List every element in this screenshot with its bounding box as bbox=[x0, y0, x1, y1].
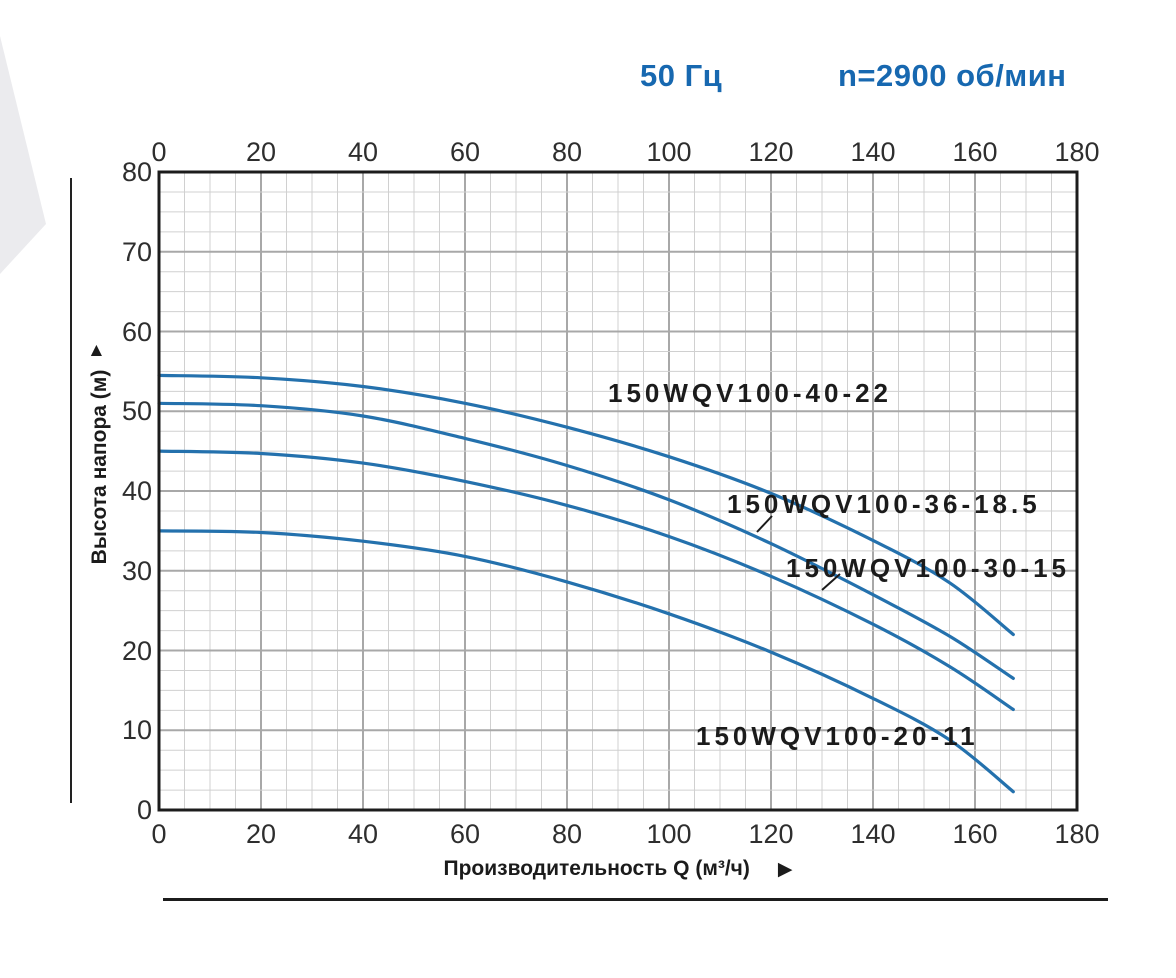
x-tick-bottom-120: 120 bbox=[748, 819, 794, 849]
x-tick-bottom-100: 100 bbox=[646, 819, 692, 849]
x-tick-top-20: 20 bbox=[245, 137, 277, 167]
y-tick-40: 40 bbox=[121, 476, 152, 506]
right-arrow-icon: ▶ bbox=[777, 858, 793, 880]
pump-curve-3 bbox=[157, 529, 1015, 794]
x-tick-bottom-160: 160 bbox=[952, 819, 998, 849]
y-tick-80: 80 bbox=[121, 157, 152, 187]
bottom-divider-line bbox=[163, 898, 1108, 901]
x-tick-bottom-20: 20 bbox=[245, 819, 277, 849]
frequency-label: 50 Гц bbox=[640, 58, 723, 93]
x-tick-top-160: 160 bbox=[952, 137, 998, 167]
x-tick-top-0: 0 bbox=[151, 137, 167, 167]
pump-curve-2 bbox=[157, 449, 1015, 712]
x-tick-top-140: 140 bbox=[850, 137, 896, 167]
x-tick-bottom-180: 180 bbox=[1054, 819, 1100, 849]
x-axis-title: Производительность Q (м³/ч) bbox=[443, 857, 750, 880]
x-tick-bottom-40: 40 bbox=[347, 819, 379, 849]
curve-label-36-18.5: 150WQV100-36-18.5 bbox=[727, 489, 1041, 519]
rotation-speed-label: n=2900 об/мин bbox=[838, 58, 1067, 93]
x-tick-bottom-60: 60 bbox=[449, 819, 481, 849]
x-tick-top-120: 120 bbox=[748, 137, 794, 167]
plot-border bbox=[157, 170, 1079, 812]
x-tick-top-180: 180 bbox=[1054, 137, 1100, 167]
curve-label-40-22: 150WQV100-40-22 bbox=[608, 378, 893, 408]
x-tick-top-40: 40 bbox=[347, 137, 379, 167]
x-tick-top-80: 80 bbox=[551, 137, 583, 167]
pump-curve-0 bbox=[157, 373, 1015, 637]
curve-label-30-15: 150WQV100-30-15 bbox=[786, 553, 1071, 583]
x-tick-top-60: 60 bbox=[449, 137, 481, 167]
y-tick-50: 50 bbox=[121, 396, 152, 427]
leader-line-36-18.5 bbox=[756, 515, 773, 533]
leader-line-30-15 bbox=[821, 573, 841, 591]
y-tick-60: 60 bbox=[121, 316, 152, 347]
x-tick-top-100: 100 bbox=[646, 137, 692, 167]
pump-curve-1 bbox=[157, 401, 1015, 680]
y-tick-20: 20 bbox=[121, 635, 152, 666]
y-tick-70: 70 bbox=[121, 236, 152, 267]
y-tick-10: 10 bbox=[121, 715, 152, 746]
x-tick-bottom-0: 0 bbox=[151, 819, 167, 849]
x-tick-bottom-80: 80 bbox=[551, 819, 583, 849]
curve-label-20-11: 150WQV100-20-11 bbox=[696, 721, 979, 751]
up-arrow-icon: ▲ bbox=[87, 340, 106, 361]
chart-header: 50 Гц n=2900 об/мин bbox=[0, 58, 1176, 94]
x-axis-title-row: Производительность Q (м³/ч) ▶ bbox=[159, 857, 1077, 881]
y-tick-30: 30 bbox=[121, 555, 152, 586]
x-tick-bottom-140: 140 bbox=[850, 819, 896, 849]
y-tick-0: 0 bbox=[136, 795, 152, 825]
y-axis-title: Высота напора (м) bbox=[88, 369, 111, 565]
y-axis-reference-line bbox=[70, 178, 72, 803]
